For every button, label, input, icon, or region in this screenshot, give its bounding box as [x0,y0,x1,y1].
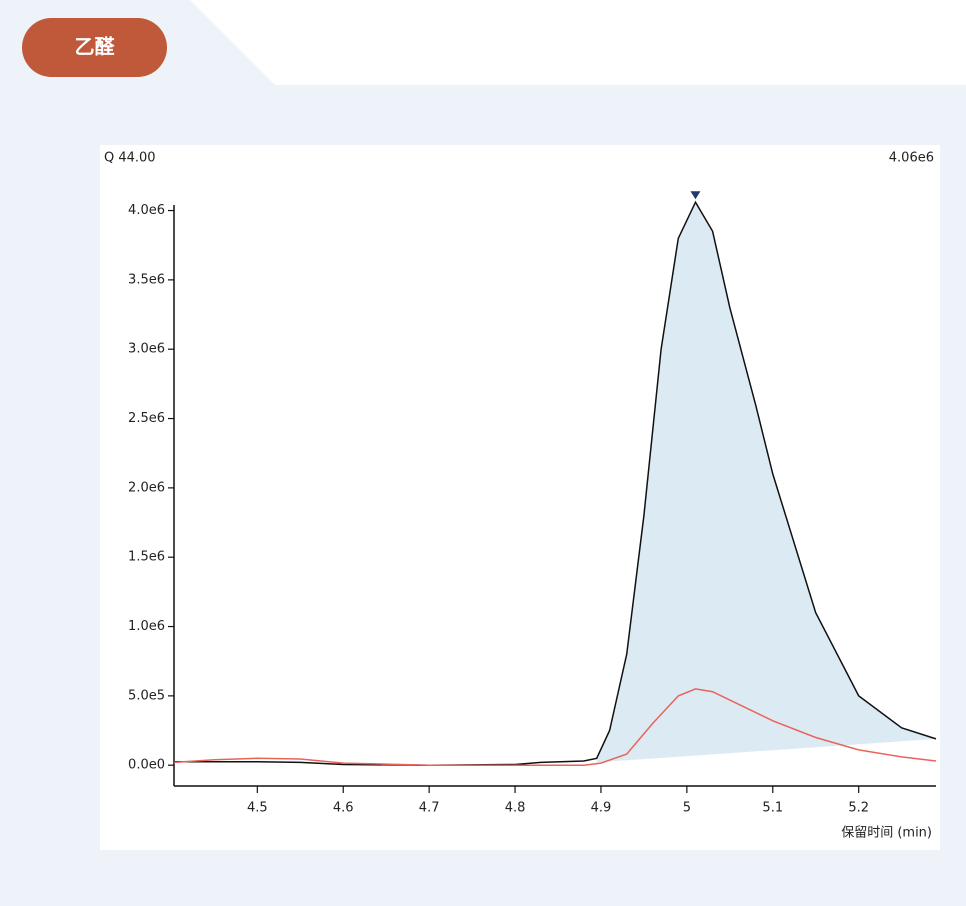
x-tick-label: 4.5 [247,801,268,816]
y-tick-label: 1.0e6 [128,619,165,634]
x-tick-label: 5 [683,801,691,816]
x-tick-label: 5.1 [762,801,783,816]
peak-marker [690,191,701,200]
y-tick-label: 3.0e6 [128,342,165,357]
signal-line [173,688,937,766]
max-label: 4.06e6 [889,151,934,166]
y-tick-label: 5.0e5 [128,688,165,703]
x-tick-label: 5.2 [848,801,869,816]
x-axis-label: 保留时间 (min) [841,826,932,841]
y-tick-label: 4.0e6 [128,203,165,218]
y-tick-label: 0.0e0 [128,758,165,773]
y-tick-label: 2.5e6 [128,411,165,426]
ion-label: Q 44.00 [104,151,156,166]
title: 乙醛 [75,35,116,59]
y-tick-label: 1.5e6 [128,550,165,565]
y-tick-label: 2.0e6 [128,480,165,495]
title-pill [22,18,167,77]
x-tick-label: 4.6 [333,801,354,816]
x-tick-label: 4.8 [505,801,526,816]
x-tick-label: 4.9 [591,801,612,816]
y-tick-label: 3.5e6 [128,272,165,287]
peak-area [596,202,936,763]
x-tick-label: 4.7 [419,801,440,816]
